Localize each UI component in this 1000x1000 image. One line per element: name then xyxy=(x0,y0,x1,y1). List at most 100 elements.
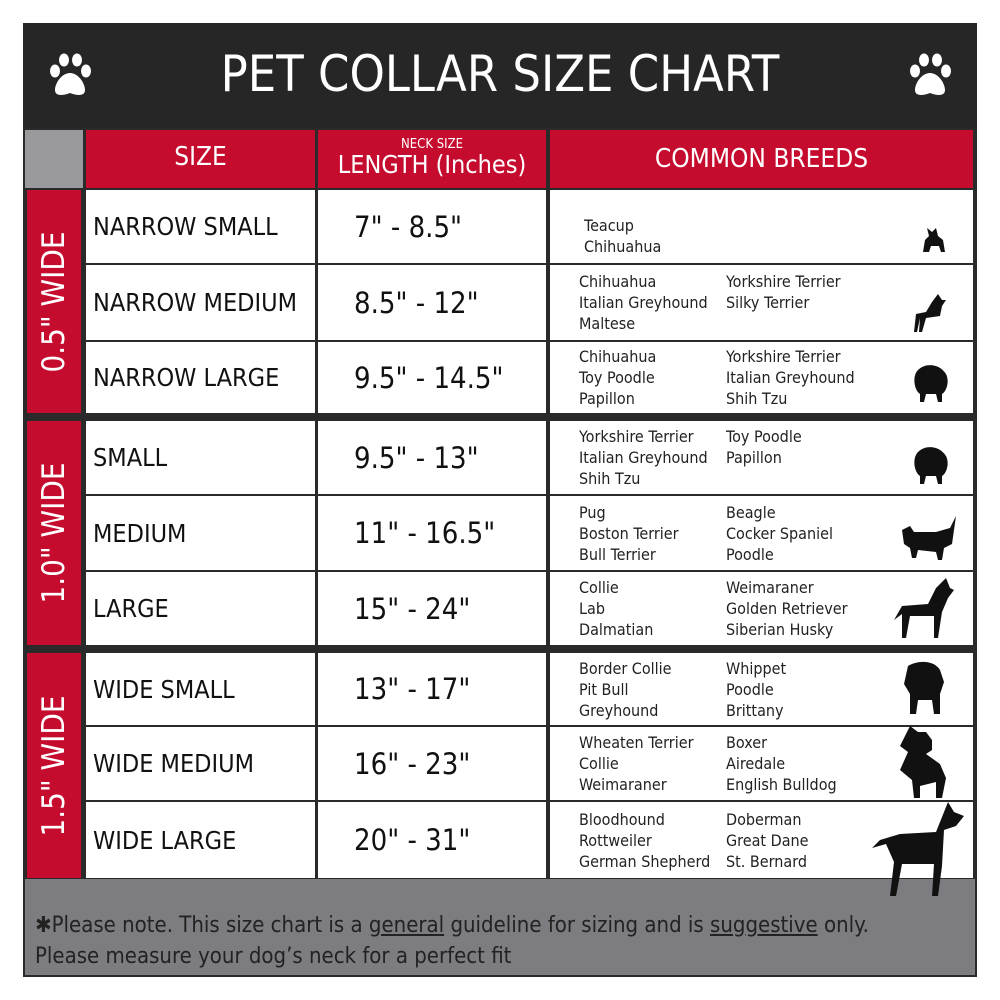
dog-silhouette-icon xyxy=(914,365,948,402)
breed-name: Poodle xyxy=(726,544,774,564)
breeds-left: Collie Lab Dalmatian xyxy=(579,577,653,640)
breed-name: Boxer xyxy=(726,733,767,752)
breeds-cell: Teacup Chihuahua xyxy=(550,190,973,263)
dog-silhouette-icon xyxy=(902,516,956,560)
header-length-sup: NECK SIZE xyxy=(401,137,463,152)
dog-silhouette-icon xyxy=(904,661,944,714)
breed-name: Papillon xyxy=(579,389,635,408)
breeds-right: Whippet Poodle Brittany xyxy=(726,658,786,721)
breed-name: Lab xyxy=(579,599,605,618)
breed-name: Greyhound xyxy=(579,700,659,720)
breed-name: Italian Greyhound xyxy=(579,293,708,312)
breeds-right: Boxer Airedale English Bulldog xyxy=(726,732,837,795)
dog-silhouette-icon xyxy=(872,802,964,896)
footer-text: only. xyxy=(817,913,869,938)
size-cell: MEDIUM xyxy=(86,496,315,570)
breeds-left: Pug Boston Terrier Bull Terrier xyxy=(579,502,679,565)
breed-name: Great Dane xyxy=(726,830,809,850)
breed-name: Weimaraner xyxy=(726,578,814,597)
size-cell: LARGE xyxy=(86,572,315,645)
breed-name: Bull Terrier xyxy=(579,544,656,564)
paw-icon xyxy=(910,53,951,95)
breed-name: Boston Terrier xyxy=(579,523,679,543)
breed-name: Bloodhound xyxy=(579,809,665,829)
breed-name: Collie xyxy=(579,578,619,597)
size-cell: NARROW MEDIUM xyxy=(86,265,315,340)
breed-name: Chihuahua xyxy=(584,237,662,256)
breed-name: Airedale xyxy=(726,754,786,773)
breeds-left: Teacup Chihuahua xyxy=(584,215,661,257)
breed-name: Border Collie xyxy=(579,658,672,678)
breed-name: Collie xyxy=(579,754,619,773)
dog-silhouette-icon xyxy=(923,228,945,252)
header-length: NECK SIZE LENGTH (Inches) xyxy=(318,130,546,188)
group-text: 1.0" WIDE xyxy=(36,462,72,604)
corner-cell xyxy=(25,130,83,188)
breed-name: Whippet xyxy=(726,658,787,678)
group-text: 1.5" WIDE xyxy=(36,695,72,836)
breed-name: Weimaraner xyxy=(579,775,667,794)
chart-header: PET COLLAR SIZE CHART xyxy=(23,23,977,128)
breeds-right: Toy Poodle Papillon xyxy=(726,426,802,468)
breed-name: Italian Greyhound xyxy=(579,448,708,467)
dog-silhouette-icon xyxy=(914,294,946,332)
breed-name: Dalmatian xyxy=(579,620,654,639)
breeds-left: Wheaten Terrier Collie Weimaraner xyxy=(579,732,693,795)
size-cell: WIDE SMALL xyxy=(86,653,315,725)
breed-name: Cocker Spaniel xyxy=(726,523,833,543)
breeds-left: Chihuahua Toy Poodle Papillon xyxy=(579,346,656,409)
breed-name: Wheaten Terrier xyxy=(579,733,694,752)
dog-silhouette-icon xyxy=(894,578,954,638)
dog-silhouette-icon xyxy=(914,447,948,484)
breeds-right: Weimaraner Golden Retriever Siberian Husky xyxy=(726,577,848,640)
footer-general: general xyxy=(368,913,445,938)
breeds-left: Chihuahua Italian Greyhound Maltese xyxy=(579,271,708,334)
breed-name: Chihuahua xyxy=(579,347,657,366)
breeds-cell: Chihuahua Toy Poodle Papillon Yorkshire Ter… xyxy=(550,342,973,413)
header-length-label: LENGTH (Inches) xyxy=(337,150,527,179)
breed-name: Yorkshire Terrier xyxy=(726,347,841,366)
breed-name: Yorkshire Terrier xyxy=(579,427,694,446)
breeds-right: Yorkshire Terrier Silky Terrier xyxy=(726,271,841,313)
footer-text: guideline for sizing and is xyxy=(444,913,711,938)
breed-name: English Bulldog xyxy=(726,775,837,794)
breed-name: Brittany xyxy=(726,700,784,720)
footer-line-2: Please measure your dog’s neck for a per… xyxy=(35,944,512,969)
group-text: 0.5" WIDE xyxy=(36,231,72,372)
length-cell: 20" - 31" xyxy=(318,802,546,878)
size-cell: WIDE MEDIUM xyxy=(86,727,315,800)
breed-name: Papillon xyxy=(726,448,782,467)
length-cell: 13" - 17" xyxy=(318,653,546,725)
header-size: SIZE xyxy=(86,130,315,188)
footer-text: ✱Please note. This size chart is a xyxy=(35,913,369,938)
breed-name: Rottweiler xyxy=(579,830,652,850)
breeds-cell: Yorkshire Terrier Italian Greyhound Shih T… xyxy=(550,421,973,494)
breeds-right: Beagle Cocker Spaniel Poodle xyxy=(726,502,833,565)
breed-name: Siberian Husky xyxy=(726,620,834,639)
breed-name: Italian Greyhound xyxy=(726,368,855,387)
breed-name: St. Bernard xyxy=(726,851,808,871)
breed-name: Teacup xyxy=(584,216,634,235)
breed-name: Shih Tzu xyxy=(726,389,788,408)
footer-suggestive: suggestive xyxy=(710,913,818,938)
breeds-left: Border Collie Pit Bull Greyhound xyxy=(579,658,672,721)
breeds-left: Yorkshire Terrier Italian Greyhound Shih T… xyxy=(579,426,708,489)
breeds-right: Yorkshire Terrier Italian Greyhound Shih T… xyxy=(726,346,855,409)
length-cell: 15" - 24" xyxy=(318,572,546,645)
breed-name: Silky Terrier xyxy=(726,293,810,312)
footer-note: ✱Please note. This size chart is a gener… xyxy=(25,879,975,975)
breed-name: Toy Poodle xyxy=(579,368,655,387)
group-label-1-5-wide: 1.5" WIDE xyxy=(27,653,81,878)
breed-name: Golden Retriever xyxy=(726,599,848,618)
breed-name: Doberman xyxy=(726,809,802,829)
size-cell: WIDE LARGE xyxy=(86,802,315,878)
length-cell: 11" - 16.5" xyxy=(318,496,546,570)
breed-name: Beagle xyxy=(726,502,776,522)
footer-line-1: ✱Please note. This size chart is a gener… xyxy=(35,910,975,941)
breed-name: Maltese xyxy=(579,314,636,333)
breeds-left: Bloodhound Rottweiler German Shepherd xyxy=(579,809,710,872)
breed-name: Shih Tzu xyxy=(579,469,641,488)
group-label-0-5-wide: 0.5" WIDE xyxy=(27,190,81,413)
breed-name: Toy Poodle xyxy=(726,427,802,446)
breeds-cell: Chihuahua Italian Greyhound Maltese Yorkshi… xyxy=(550,265,973,340)
